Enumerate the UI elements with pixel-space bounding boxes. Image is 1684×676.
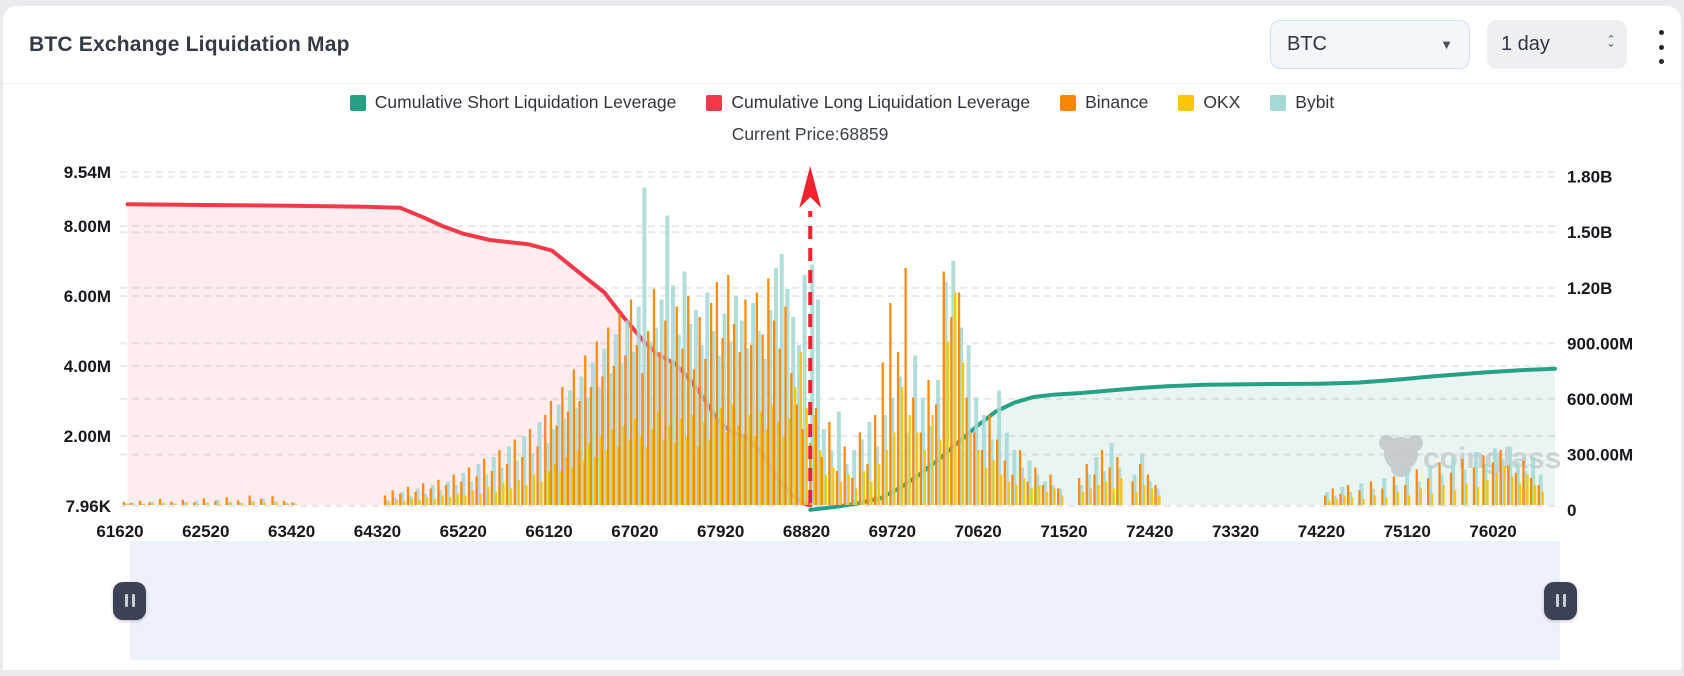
- svg-text:71520: 71520: [1040, 522, 1087, 541]
- left-axis-labels: 9.54M 8.00M 6.00M 4.00M 2.00M 7.96K: [64, 163, 112, 516]
- svg-text:1.20B: 1.20B: [1567, 279, 1612, 298]
- svg-text:8.00M: 8.00M: [64, 217, 111, 236]
- svg-text:4.00M: 4.00M: [64, 357, 111, 376]
- svg-text:900.00M: 900.00M: [1567, 334, 1633, 353]
- svg-text:73320: 73320: [1212, 522, 1259, 541]
- svg-text:63420: 63420: [268, 522, 315, 541]
- svg-text:74220: 74220: [1298, 522, 1345, 541]
- svg-text:62520: 62520: [182, 522, 229, 541]
- svg-text:75120: 75120: [1384, 522, 1431, 541]
- svg-text:66120: 66120: [525, 522, 572, 541]
- svg-text:300.00M: 300.00M: [1567, 445, 1633, 464]
- svg-text:9.54M: 9.54M: [64, 163, 111, 182]
- range-navigator-track[interactable]: [130, 541, 1560, 660]
- navigator-left-handle[interactable]: [113, 582, 146, 620]
- svg-text:68820: 68820: [783, 522, 830, 541]
- svg-text:67020: 67020: [611, 522, 658, 541]
- x-axis-labels: 61620 62520 63420 64320 65220 66120 67020 67920…: [96, 522, 1516, 541]
- svg-text:70620: 70620: [954, 522, 1001, 541]
- right-axis-labels: 1.80B 1.50B 1.20B 900.00M 600.00M 300.00M 0: [1567, 168, 1633, 520]
- svg-text:65220: 65220: [440, 522, 487, 541]
- svg-text:0: 0: [1567, 501, 1576, 520]
- svg-text:6.00M: 6.00M: [64, 287, 111, 306]
- svg-text:2.00M: 2.00M: [64, 427, 111, 446]
- navigator-right-handle[interactable]: [1544, 582, 1577, 620]
- svg-text:61620: 61620: [96, 522, 143, 541]
- svg-text:67920: 67920: [697, 522, 744, 541]
- svg-text:7.96K: 7.96K: [66, 497, 112, 516]
- svg-text:1.50B: 1.50B: [1567, 223, 1612, 242]
- svg-text:64320: 64320: [354, 522, 401, 541]
- svg-text:72420: 72420: [1126, 522, 1173, 541]
- svg-text:1.80B: 1.80B: [1567, 168, 1612, 187]
- svg-text:69720: 69720: [869, 522, 916, 541]
- svg-text:76020: 76020: [1469, 522, 1516, 541]
- liquidation-map-card: BTC Exchange Liquidation Map BTC ▼ 1 day…: [3, 6, 1681, 670]
- svg-text:600.00M: 600.00M: [1567, 390, 1633, 409]
